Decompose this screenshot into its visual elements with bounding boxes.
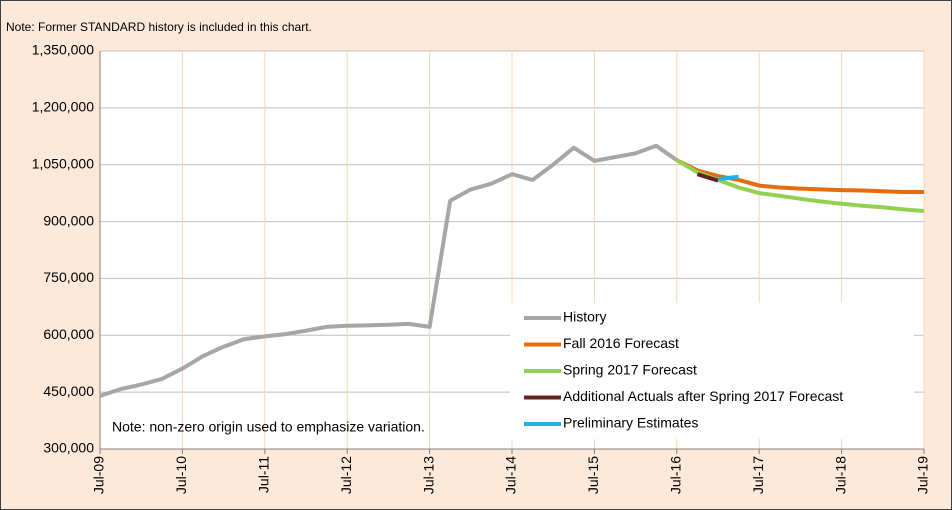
- x-tick-label: Jul-11: [256, 456, 272, 493]
- y-tick-label: 1,200,000: [32, 99, 94, 115]
- y-tick-label: 1,350,000: [32, 42, 94, 58]
- y-tick-label: 300,000: [43, 440, 94, 456]
- x-tick-label: Jul-18: [832, 456, 848, 494]
- series-line: [717, 174, 739, 182]
- x-tick-label: Jul-10: [173, 456, 189, 494]
- series-line: [675, 158, 924, 194]
- chart-title: Note: Former STANDARD history is include…: [6, 20, 312, 34]
- legend-label: History: [563, 309, 607, 325]
- x-tick-label: Jul-15: [585, 456, 601, 494]
- legend-label: Spring 2017 Forecast: [563, 362, 697, 378]
- y-tick-label: 600,000: [43, 326, 94, 342]
- annotation: Note: non-zero origin used to emphasize …: [112, 419, 425, 435]
- x-tick-label: Jul-19: [915, 456, 931, 494]
- legend-label: Additional Actuals after Spring 2017 For…: [563, 388, 843, 404]
- legend-label: Preliminary Estimates: [563, 415, 698, 431]
- y-tick-label: 900,000: [43, 212, 94, 228]
- x-tick-label: Jul-13: [420, 456, 436, 494]
- series-line: [696, 172, 719, 183]
- x-tick-label: Jul-09: [91, 456, 107, 494]
- legend-box: [510, 303, 914, 439]
- legend-label: Fall 2016 Forecast: [563, 335, 679, 351]
- x-tick-label: Jul-16: [668, 456, 684, 494]
- x-tick-label: Jul-14: [503, 456, 519, 494]
- series-line: [99, 143, 678, 398]
- y-tick-label: 1,050,000: [32, 155, 94, 171]
- x-tick-label: Jul-12: [338, 456, 354, 494]
- x-tick-label: Jul-17: [750, 456, 766, 494]
- y-tick-label: 750,000: [43, 269, 94, 285]
- y-tick-label: 450,000: [43, 383, 94, 399]
